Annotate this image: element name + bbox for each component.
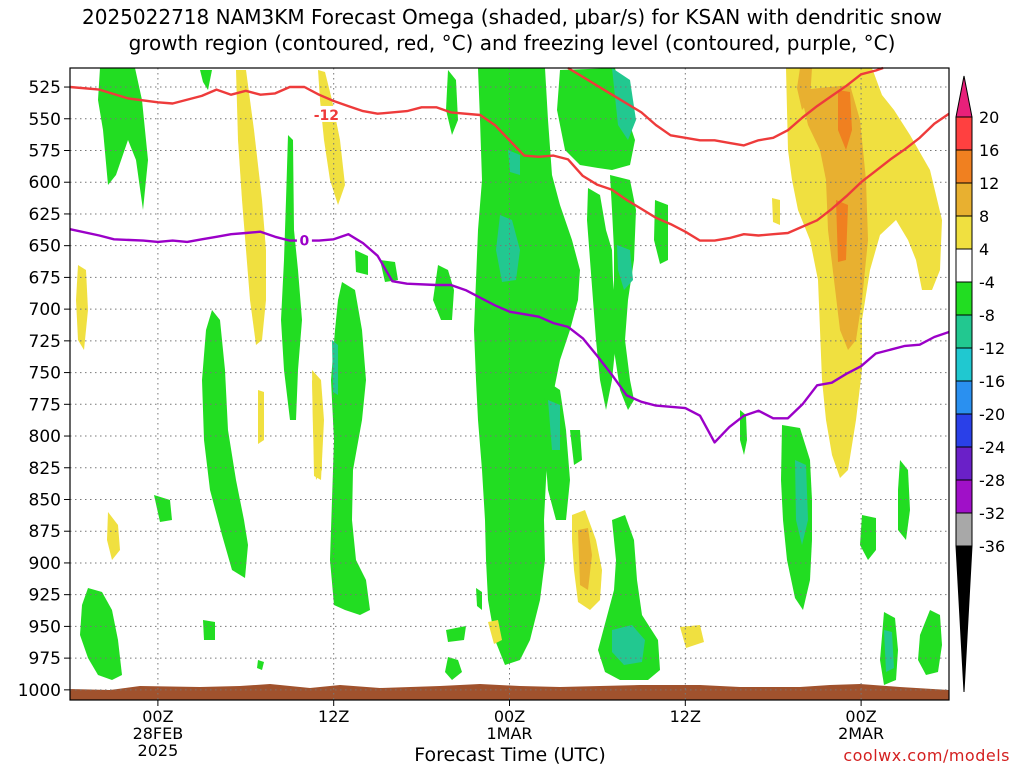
x-tick-date-label: 2MAR [838, 724, 884, 743]
colorbar: 20 16 12 8 4 -4 -8 -12 -16 -20 -24 -28 -32 -36 [955, 75, 1005, 693]
x-tick-label: 12Z [670, 707, 701, 726]
colorbar-label: -24 [979, 438, 1005, 457]
x-tick-date-label: 28FEB [133, 724, 184, 743]
y-tick-label: 625 [29, 205, 61, 225]
colorbar-label: -28 [979, 471, 1005, 490]
x-tick-label: 00Z [845, 707, 876, 726]
contour-label-background [296, 231, 312, 248]
y-tick-label: 925 [29, 586, 61, 606]
y-tick-label: 650 [29, 237, 61, 257]
x-tick-label: 00Z [142, 707, 173, 726]
colorbar-label: -16 [979, 372, 1005, 391]
contour-line [69, 85, 950, 242]
contour-line [567, 66, 884, 147]
grid-lines [70, 68, 949, 700]
chart-title: 2025022718 NAM3KM Forecast Omega (shaded… [0, 4, 1024, 56]
y-tick-label: 1000 [18, 681, 61, 701]
y-tick-label: 750 [29, 364, 61, 384]
colorbar-label: -32 [979, 504, 1005, 523]
colorbar-label: -36 [979, 537, 1005, 556]
colorbar-label: -12 [979, 339, 1005, 358]
y-tick-label: 675 [29, 268, 61, 288]
y-tick-label: 825 [29, 459, 61, 479]
colorbar-bin [955, 380, 973, 415]
colorbar-label: -4 [979, 273, 995, 292]
y-tick-label: 700 [29, 300, 61, 320]
colorbar-bin [955, 215, 973, 250]
y-tick-label: 875 [29, 522, 61, 542]
chart-title-line2: growth region (contoured, red, °C) and f… [128, 31, 896, 55]
y-axis-ticks: 525 550 575 600 625 650 675 700 725 750 775 800 825 8… [18, 78, 70, 701]
colorbar-bin [955, 116, 973, 151]
colorbar-label: 8 [979, 207, 989, 226]
y-tick-label: 575 [29, 141, 61, 161]
colorbar-bin [955, 314, 973, 349]
contour-label: -12 [314, 108, 339, 124]
colorbar-top-arrow [955, 75, 973, 118]
colorbar-label: -8 [979, 306, 995, 325]
colorbar-bin [955, 446, 973, 481]
colorbar-label: 16 [979, 141, 999, 160]
y-tick-label: 975 [29, 649, 61, 669]
colorbar-label: 20 [979, 108, 999, 127]
y-tick-label: 525 [29, 78, 61, 98]
contour-line [69, 228, 950, 444]
y-tick-label: 775 [29, 395, 61, 415]
colorbar-bin [955, 347, 973, 382]
y-tick-label: 600 [29, 173, 61, 193]
credit-link[interactable]: coolwx.com/models [843, 746, 1010, 765]
contour-lines: -12 0 [69, 66, 950, 444]
omega-shading [76, 68, 942, 685]
x-tick-label: 00Z [494, 707, 525, 726]
x-axis-title: Forecast Time (UTC) [414, 744, 606, 766]
contour-label: 0 [300, 234, 310, 250]
colorbar-label: 12 [979, 174, 999, 193]
x-tick-date-label: 1MAR [486, 724, 532, 743]
colorbar-bin [955, 281, 973, 316]
x-tick-label: 12Z [318, 707, 349, 726]
x-tick-year-label: 2025 [138, 741, 179, 760]
colorbar-bin [955, 512, 973, 547]
colorbar-bottom-arrow [955, 545, 973, 693]
colorbar-bin [955, 248, 973, 283]
y-tick-label: 950 [29, 617, 61, 637]
terrain-strip [70, 684, 949, 700]
colorbar-label: 4 [979, 240, 989, 259]
colorbar-label: -20 [979, 405, 1005, 424]
chart-title-line1: 2025022718 NAM3KM Forecast Omega (shaded… [82, 5, 942, 29]
y-tick-label: 900 [29, 554, 61, 574]
y-tick-label: 725 [29, 332, 61, 352]
y-tick-label: 800 [29, 427, 61, 447]
colorbar-bin [955, 182, 973, 217]
colorbar-bin [955, 149, 973, 184]
colorbar-bin [955, 413, 973, 448]
y-tick-label: 850 [29, 490, 61, 510]
colorbar-bin [955, 479, 973, 514]
contour-label-background [309, 105, 343, 122]
y-tick-label: 550 [29, 110, 61, 130]
